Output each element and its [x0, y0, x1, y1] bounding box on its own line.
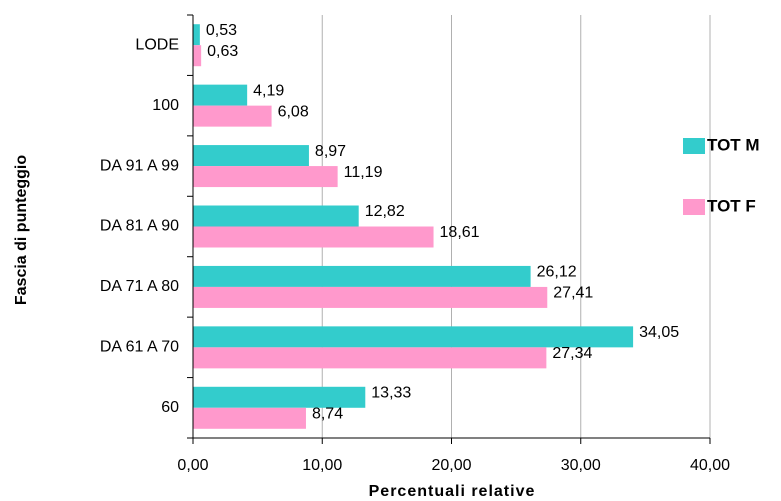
- bar: [193, 326, 634, 348]
- bar: [193, 145, 309, 167]
- value-label: 6,08: [278, 103, 309, 120]
- value-label: 13,33: [371, 385, 411, 402]
- value-label: 11,19: [344, 164, 383, 181]
- x-axis-label: Percentuali relative: [369, 483, 536, 500]
- value-label: 18,61: [440, 224, 480, 241]
- y-tick-label: DA 71 A 80: [100, 278, 179, 295]
- bar: [193, 105, 272, 127]
- bar: [193, 265, 531, 287]
- value-label: 8,74: [312, 406, 343, 423]
- y-tick-label: DA 61 A 70: [100, 339, 179, 356]
- bar: [193, 205, 359, 227]
- x-tick-label: 0,00: [177, 457, 208, 474]
- value-label: 27,41: [553, 285, 593, 302]
- value-label: 8,97: [315, 143, 346, 160]
- legend-label: TOT M: [707, 135, 760, 154]
- bar: [193, 84, 248, 106]
- bar: [193, 226, 434, 248]
- y-tick-label: DA 91 A 99: [100, 157, 179, 174]
- legend-swatch: [683, 199, 705, 215]
- bar: [193, 24, 200, 46]
- x-tick-label: 30,00: [561, 457, 601, 474]
- value-label: 0,63: [207, 43, 238, 60]
- bar: [193, 286, 548, 308]
- y-tick-label: DA 81 A 90: [100, 218, 179, 235]
- value-label: 0,53: [206, 22, 237, 39]
- legend-swatch: [683, 138, 705, 154]
- bar: [193, 407, 306, 429]
- legend-label: TOT F: [707, 196, 756, 215]
- x-tick-label: 10,00: [302, 457, 342, 474]
- value-label: 4,19: [253, 82, 284, 99]
- y-tick-label: LODE: [135, 36, 179, 53]
- y-tick-label: 100: [152, 97, 179, 114]
- bar: [193, 45, 202, 67]
- y-axis-label: Fascia di punteggio: [13, 155, 30, 305]
- value-label: 34,05: [639, 324, 679, 341]
- x-tick-label: 40,00: [690, 457, 730, 474]
- y-tick-label: 60: [161, 399, 179, 416]
- bar: [193, 347, 547, 369]
- bar: [193, 166, 338, 188]
- value-label: 12,82: [365, 203, 405, 220]
- value-label: 27,34: [552, 345, 592, 362]
- value-label: 26,12: [537, 264, 577, 281]
- x-tick-label: 20,00: [431, 457, 471, 474]
- bar: [193, 386, 366, 408]
